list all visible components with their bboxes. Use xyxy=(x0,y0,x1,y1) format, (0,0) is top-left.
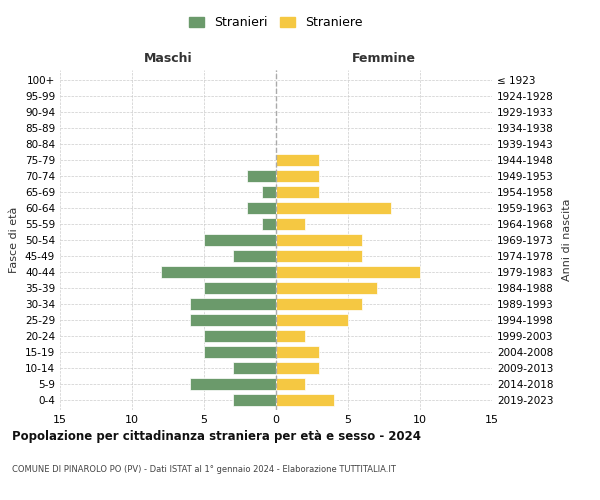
Bar xyxy=(276,218,305,230)
Bar xyxy=(276,266,420,278)
Bar xyxy=(161,266,276,278)
Bar xyxy=(276,330,305,342)
Text: Femmine: Femmine xyxy=(352,52,416,65)
Bar xyxy=(276,250,362,262)
Bar xyxy=(276,298,362,310)
Bar xyxy=(276,282,377,294)
Bar xyxy=(233,394,276,406)
Y-axis label: Fasce di età: Fasce di età xyxy=(10,207,19,273)
Bar xyxy=(204,234,276,246)
Bar xyxy=(276,378,305,390)
Legend: Stranieri, Straniere: Stranieri, Straniere xyxy=(184,11,368,34)
Bar xyxy=(190,378,276,390)
Bar xyxy=(276,154,319,166)
Bar xyxy=(276,362,319,374)
Bar xyxy=(204,330,276,342)
Bar xyxy=(262,186,276,198)
Bar xyxy=(204,282,276,294)
Y-axis label: Anni di nascita: Anni di nascita xyxy=(562,198,572,281)
Text: Popolazione per cittadinanza straniera per età e sesso - 2024: Popolazione per cittadinanza straniera p… xyxy=(12,430,421,443)
Bar xyxy=(276,346,319,358)
Bar xyxy=(262,218,276,230)
Bar xyxy=(233,362,276,374)
Bar xyxy=(276,170,319,182)
Bar xyxy=(190,298,276,310)
Bar xyxy=(233,250,276,262)
Bar xyxy=(276,394,334,406)
Bar xyxy=(276,234,362,246)
Bar xyxy=(247,202,276,214)
Text: Maschi: Maschi xyxy=(143,52,193,65)
Bar xyxy=(204,346,276,358)
Text: COMUNE DI PINAROLO PO (PV) - Dati ISTAT al 1° gennaio 2024 - Elaborazione TUTTIT: COMUNE DI PINAROLO PO (PV) - Dati ISTAT … xyxy=(12,465,396,474)
Bar xyxy=(190,314,276,326)
Bar xyxy=(247,170,276,182)
Bar xyxy=(276,314,348,326)
Bar xyxy=(276,202,391,214)
Bar xyxy=(276,186,319,198)
